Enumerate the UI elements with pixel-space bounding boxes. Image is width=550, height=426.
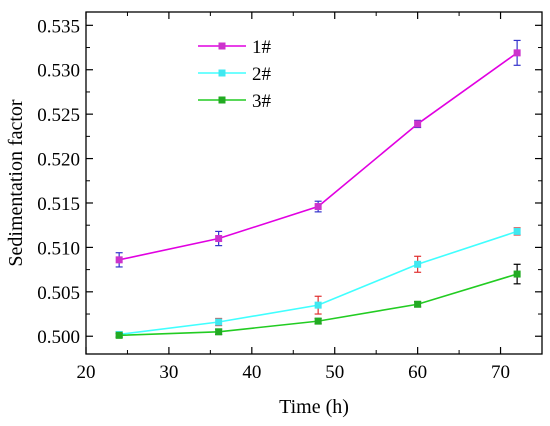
x-tick-label: 30	[159, 362, 178, 383]
legend-label: 1#	[252, 37, 272, 58]
y-tick-label: 0.505	[37, 283, 80, 304]
y-tick-label: 0.525	[37, 105, 80, 126]
legend-label: 3#	[252, 91, 272, 112]
series-3	[115, 263, 521, 339]
data-point	[314, 203, 322, 211]
series-layer	[115, 39, 521, 339]
y-tick-label: 0.535	[37, 16, 80, 37]
y-axis-title: Sedimentation factor	[5, 99, 27, 267]
data-point	[414, 300, 422, 308]
data-point	[513, 49, 521, 57]
data-point	[314, 317, 322, 325]
data-point	[215, 328, 223, 336]
data-point	[115, 256, 123, 264]
data-point	[314, 301, 322, 309]
x-tick-label: 20	[77, 362, 96, 383]
data-point	[115, 331, 123, 339]
x-tick-label: 40	[242, 362, 261, 383]
y-tick-label: 0.515	[37, 194, 80, 215]
x-axis-title: Time (h)	[279, 396, 349, 418]
data-point	[414, 120, 422, 128]
y-tick-label: 0.500	[37, 327, 80, 348]
data-point	[513, 270, 521, 278]
legend-marker	[218, 96, 226, 104]
data-point	[513, 227, 521, 235]
x-tick-label: 70	[491, 362, 510, 383]
axis-ticks: 20 30 40 50 60 70 0.500 0.505 0.510 0.515 0.520 0.5…	[37, 12, 542, 383]
data-point	[414, 260, 422, 268]
y-tick-label: 0.530	[37, 61, 80, 82]
y-tick-label: 0.520	[37, 150, 80, 171]
y-tick-label: 0.510	[37, 238, 80, 259]
data-point	[215, 235, 223, 243]
plot-frame	[85, 11, 543, 355]
legend-label: 2#	[252, 64, 272, 85]
legend-marker	[218, 42, 226, 50]
x-tick-label: 60	[408, 362, 427, 383]
legend: 1# 2# 3#	[198, 37, 272, 112]
x-tick-label: 50	[325, 362, 344, 383]
series-1	[115, 39, 521, 268]
legend-marker	[218, 69, 226, 77]
series-line	[118, 52, 518, 261]
data-point	[215, 318, 223, 326]
